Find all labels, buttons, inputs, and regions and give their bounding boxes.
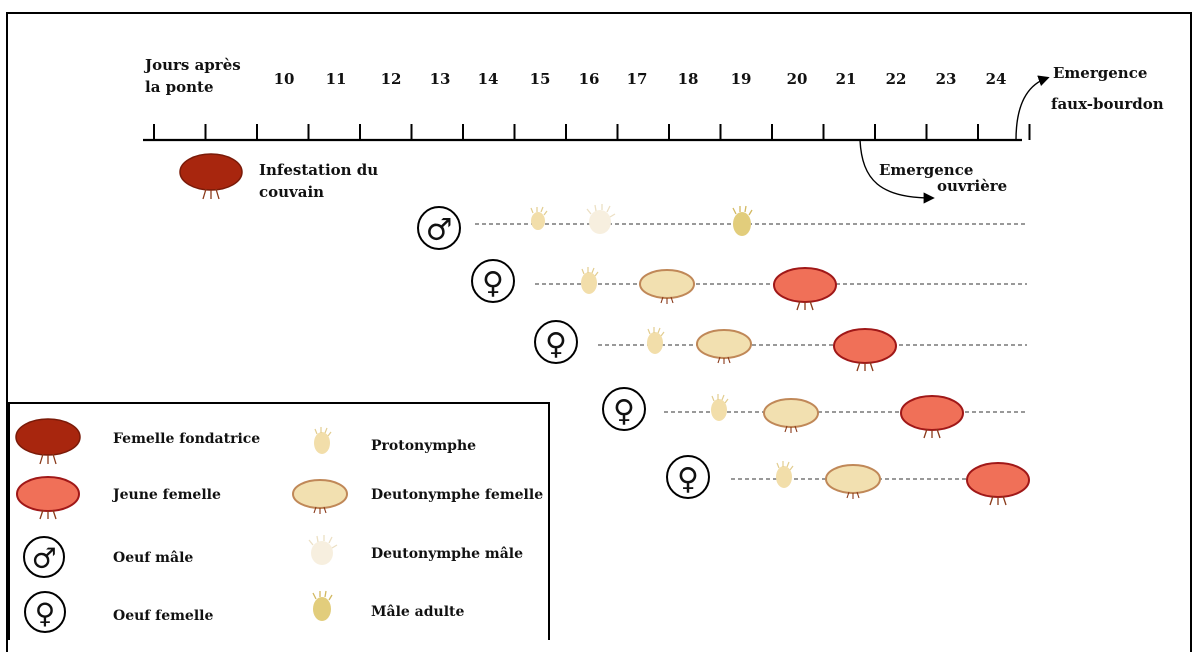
legend-label-female-deutonymph: Deutonymphe femelle (371, 487, 543, 503)
young-female-icon (966, 462, 1030, 506)
adult-male-icon (732, 205, 753, 236)
worker-emergence-line2: ouvrière (937, 177, 1007, 195)
protonymph-icon (776, 461, 794, 488)
day-label: 12 (381, 70, 402, 88)
egg-circle (471, 259, 515, 303)
egg-circle (24, 591, 66, 633)
day-label: 18 (678, 70, 699, 88)
infestation-line2: couvain (259, 183, 324, 201)
young-female-icon (773, 267, 837, 311)
legend-label-founding-female: Femelle fondatrice (113, 431, 260, 447)
female-deutonymph-icon (763, 398, 819, 433)
protonymph-icon (647, 327, 665, 354)
male-deutonymph-icon (586, 204, 616, 234)
day-label: 22 (886, 70, 907, 88)
day-label: 23 (936, 70, 957, 88)
day-label: 20 (787, 70, 808, 88)
female-egg-icon: ♀ (613, 394, 635, 429)
timeline: Jours après la ponte 10 11 12 13 14 15 16 17 18 1… (143, 56, 1164, 204)
egg-circle (666, 455, 710, 499)
female-deutonymph-icon (825, 464, 881, 499)
legend-label-male-egg: Oeuf mâle (113, 550, 193, 566)
axis-title-line2: la ponte (145, 78, 214, 96)
axis-title-line1: Jours après (143, 56, 241, 74)
female-egg-icon: ♀ (677, 462, 699, 497)
egg-circle (23, 536, 65, 578)
legend: Femelle fondatrice Jeune femelle ♂ Oeuf … (15, 418, 543, 633)
legend-label-female-egg: Oeuf femelle (113, 608, 213, 624)
egg-circle (417, 206, 461, 250)
protonymph-icon (530, 206, 548, 230)
worker-emergence-arrow (859, 139, 935, 204)
day-label: 15 (530, 70, 551, 88)
female-egg-icon: ♀ (545, 327, 567, 362)
day-label: 10 (274, 70, 295, 88)
male-egg-icon: ♂ (31, 542, 56, 575)
day-label: 24 (986, 70, 1007, 88)
egg-circle (602, 387, 646, 431)
day-label: 13 (430, 70, 451, 88)
day-label: 16 (579, 70, 600, 88)
female-deutonymph-icon (696, 329, 752, 364)
row-female-2: ♀ (534, 320, 1027, 372)
day-label: 21 (836, 70, 857, 88)
day-label: 19 (731, 70, 752, 88)
worker-emergence-line1: Emergence (879, 161, 973, 179)
young-female-icon (900, 395, 964, 439)
egg-circle (534, 320, 578, 364)
day-label: 17 (627, 70, 648, 88)
founding-female-icon (15, 418, 81, 465)
day-labels: 10 11 12 13 14 15 16 17 18 19 20 21 22 23 24 (274, 70, 1007, 88)
drone-emergence-arrow (1015, 75, 1050, 141)
day-label: 14 (478, 70, 499, 88)
offspring-rows: ♂ ♀ (417, 204, 1030, 506)
legend-label-adult-male: Mâle adulte (371, 604, 464, 620)
infestation-line1: Infestation du (259, 161, 378, 179)
male-egg-icon: ♂ (426, 213, 453, 248)
young-female-icon (16, 476, 80, 520)
protonymph-icon (314, 427, 332, 454)
female-deutonymph-icon (639, 269, 695, 304)
legend-box (8, 402, 550, 640)
adult-male-icon (312, 590, 333, 621)
timeline-ticks (153, 124, 1031, 140)
row-female-4: ♀ (666, 455, 1030, 506)
female-deutonymph-icon (292, 479, 348, 514)
young-female-icon (833, 328, 897, 372)
diagram-frame (6, 12, 1192, 652)
row-female-3: ♀ (602, 387, 1025, 439)
row-female-1: ♀ (471, 259, 1027, 311)
female-egg-icon: ♀ (482, 266, 504, 301)
protonymph-icon (581, 267, 599, 294)
legend-label-male-deutonymph: Deutonymphe mâle (371, 546, 523, 562)
infestation: Infestation du couvain (179, 153, 378, 201)
legend-label-young-female: Jeune femelle (111, 487, 221, 503)
day-label: 11 (326, 70, 347, 88)
row-male: ♂ (417, 204, 1027, 250)
protonymph-icon (711, 394, 729, 421)
female-egg-icon: ♀ (35, 597, 55, 630)
male-deutonymph-icon (308, 535, 338, 565)
drone-emergence-line2: faux-bourdon (1051, 95, 1164, 113)
drone-emergence-line1: Emergence (1053, 64, 1147, 82)
founding-female-icon (179, 153, 243, 200)
legend-label-protonymph: Protonymphe (371, 438, 476, 454)
